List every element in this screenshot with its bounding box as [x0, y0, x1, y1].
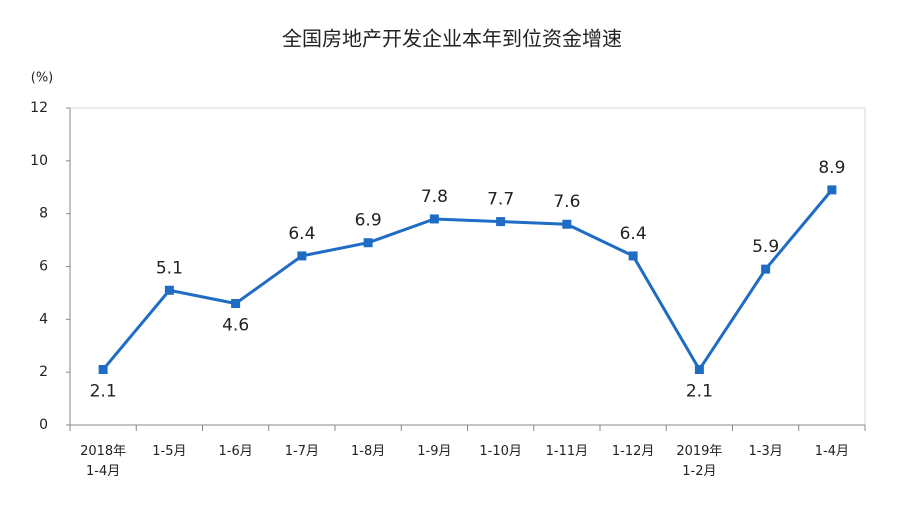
y-tick-label: 6 — [39, 259, 48, 275]
data-point — [694, 365, 704, 375]
x-tick-label: 1-10月 — [479, 444, 522, 459]
data-point — [363, 238, 373, 248]
data-point — [827, 185, 837, 195]
data-label: 6.4 — [288, 224, 315, 244]
data-point — [562, 219, 572, 229]
x-tick-label: 1-3月 — [749, 444, 783, 459]
x-tick-label: 1-6月 — [219, 444, 253, 459]
y-tick-label: 12 — [30, 100, 48, 116]
x-tick-label: 1-8月 — [351, 444, 385, 459]
y-axis-unit: (%) — [31, 71, 54, 86]
data-label: 8.9 — [818, 158, 845, 178]
data-label: 5.9 — [752, 237, 779, 257]
data-point — [496, 217, 506, 227]
y-tick-label: 2 — [39, 364, 48, 380]
data-label: 5.1 — [156, 258, 183, 278]
x-tick-label: 2018年 1-4月 — [80, 444, 126, 479]
x-tick-label: 1-12月 — [612, 444, 655, 459]
x-tick-label: 2019年 1-2月 — [676, 444, 722, 479]
data-point — [297, 251, 307, 261]
data-label: 2.1 — [686, 382, 713, 402]
data-label: 6.9 — [355, 211, 382, 231]
x-tick-label: 1-11月 — [546, 444, 589, 459]
x-tick-label: 1-9月 — [417, 444, 451, 459]
data-point — [429, 214, 439, 224]
x-tick-label: 1-4月 — [815, 444, 849, 459]
data-point — [98, 365, 108, 375]
y-tick-label: 10 — [30, 153, 48, 169]
y-tick-label: 8 — [39, 206, 48, 222]
data-label: 6.4 — [620, 224, 647, 244]
data-label: 4.6 — [222, 315, 249, 335]
data-point — [231, 298, 241, 308]
data-label: 2.1 — [90, 382, 117, 402]
data-point — [628, 251, 638, 261]
y-tick-label: 0 — [39, 417, 48, 433]
x-tick-label: 1-7月 — [285, 444, 319, 459]
x-tick-label: 1-5月 — [152, 444, 186, 459]
data-label: 7.6 — [553, 192, 580, 212]
line-series — [101, 188, 834, 373]
chart-title: 全国房地产开发企业本年到位资金增速 — [282, 27, 622, 51]
y-tick-label: 4 — [39, 311, 48, 327]
data-point — [761, 264, 771, 274]
data-point — [164, 285, 174, 295]
data-label: 7.7 — [487, 190, 514, 210]
data-label: 7.8 — [421, 187, 448, 207]
